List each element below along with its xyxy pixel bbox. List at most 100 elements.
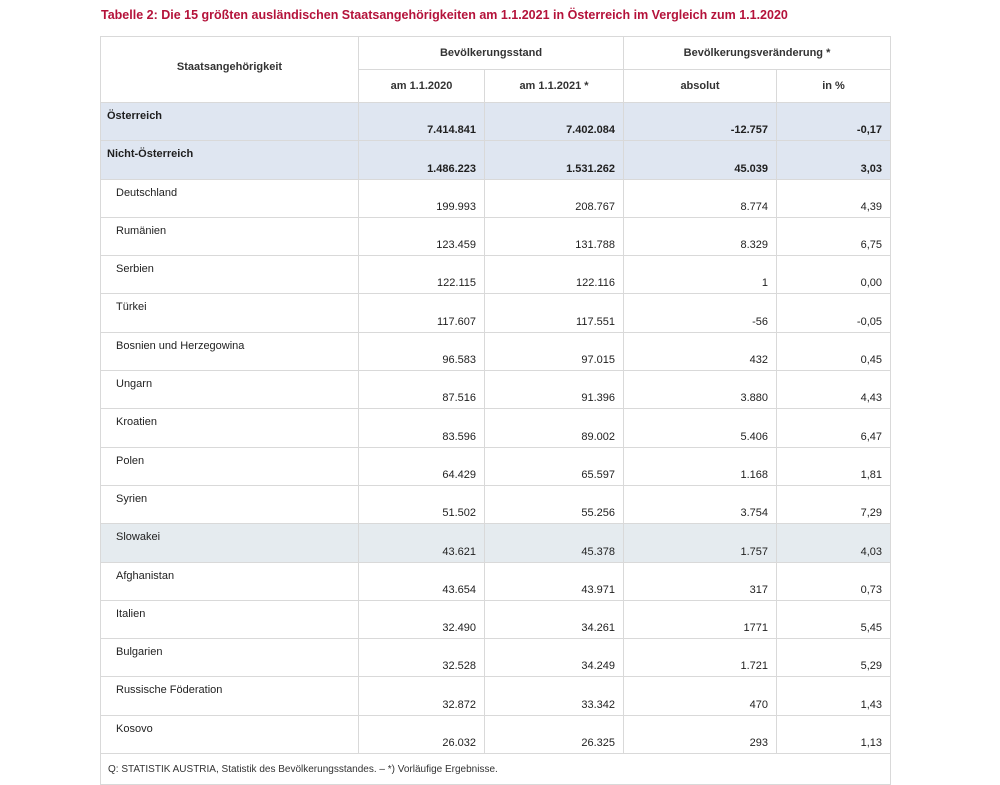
cell-percent: 6,75 xyxy=(776,216,891,257)
cell-absolute: 3.754 xyxy=(623,484,777,525)
cell-country: Serbien xyxy=(100,255,359,295)
cell-percent: 4,43 xyxy=(776,370,891,410)
cell-2021: 97.015 xyxy=(484,331,624,372)
cell-absolute: 1 xyxy=(623,255,777,295)
header-group-population: Bevölkerungsstand xyxy=(358,36,624,70)
table-row: Bulgarien 32.528 34.249 1.721 5,29 xyxy=(100,638,891,678)
table-row: Serbien 122.115 122.116 1 0,00 xyxy=(100,255,891,295)
cell-percent: 3,03 xyxy=(776,140,891,180)
cell-country: Syrien xyxy=(100,484,359,525)
cell-2020: 199.993 xyxy=(358,178,485,218)
source-note: Q: STATISTIK AUSTRIA, Statistik des Bevö… xyxy=(100,753,891,785)
cell-2020: 1.486.223 xyxy=(358,140,485,180)
cell-percent: 0,45 xyxy=(776,331,891,372)
table-row: Kosovo 26.032 26.325 293 1,13 xyxy=(100,714,891,755)
cell-absolute: 1.721 xyxy=(623,638,777,678)
cell-2021: 91.396 xyxy=(484,370,624,410)
cell-country: Rumänien xyxy=(100,216,359,257)
cell-country: Deutschland xyxy=(100,178,359,218)
cell-2021: 131.788 xyxy=(484,216,624,257)
cell-2020: 123.459 xyxy=(358,216,485,257)
cell-2020: 32.872 xyxy=(358,676,485,716)
cell-2021: 34.261 xyxy=(484,599,624,640)
cell-percent: 1,81 xyxy=(776,446,891,486)
cell-absolute: 3.880 xyxy=(623,370,777,410)
cell-2020: 96.583 xyxy=(358,331,485,372)
header-group-change: Bevölkerungsveränderung * xyxy=(623,36,891,70)
cell-2021: 45.378 xyxy=(484,523,624,563)
cell-percent: 5,45 xyxy=(776,599,891,640)
population-table-wrapper: Staatsangehörigkeit Bevölkerungsstand Be… xyxy=(100,36,891,785)
cell-country: Afghanistan xyxy=(100,561,359,601)
cell-2020: 43.654 xyxy=(358,561,485,601)
cell-2020: 26.032 xyxy=(358,714,485,755)
cell-2020: 87.516 xyxy=(358,370,485,410)
table-row: Syrien 51.502 55.256 3.754 7,29 xyxy=(100,484,891,525)
cell-percent: 5,29 xyxy=(776,638,891,678)
cell-absolute: 1771 xyxy=(623,599,777,640)
cell-percent: 7,29 xyxy=(776,484,891,525)
cell-2021: 117.551 xyxy=(484,293,624,333)
cell-country: Russische Föderation xyxy=(100,676,359,716)
header-absolute: absolut xyxy=(623,69,777,103)
cell-2021: 43.971 xyxy=(484,561,624,601)
cell-2021: 33.342 xyxy=(484,676,624,716)
table-row: Afghanistan 43.654 43.971 317 0,73 xyxy=(100,561,891,601)
cell-percent: -0,05 xyxy=(776,293,891,333)
table-row: Bosnien und Herzegowina 96.583 97.015 432 0,… xyxy=(100,331,891,372)
cell-2021: 34.249 xyxy=(484,638,624,678)
cell-absolute: 1.168 xyxy=(623,446,777,486)
cell-2021: 208.767 xyxy=(484,178,624,218)
table-header: Staatsangehörigkeit Bevölkerungsstand Be… xyxy=(100,36,891,103)
cell-absolute: 45.039 xyxy=(623,140,777,180)
cell-2020: 32.528 xyxy=(358,638,485,678)
cell-percent: 0,73 xyxy=(776,561,891,601)
cell-2020: 117.607 xyxy=(358,293,485,333)
header-2021: am 1.1.2021 * xyxy=(484,69,624,103)
cell-percent: 1,13 xyxy=(776,714,891,755)
cell-absolute: -12.757 xyxy=(623,101,777,142)
cell-absolute: 317 xyxy=(623,561,777,601)
cell-2020: 83.596 xyxy=(358,408,485,448)
cell-2021: 1.531.262 xyxy=(484,140,624,180)
table-row: Polen 64.429 65.597 1.168 1,81 xyxy=(100,446,891,486)
cell-2020: 7.414.841 xyxy=(358,101,485,142)
table-row: Kroatien 83.596 89.002 5.406 6,47 xyxy=(100,408,891,448)
cell-absolute: -56 xyxy=(623,293,777,333)
cell-2020: 51.502 xyxy=(358,484,485,525)
cell-absolute: 8.774 xyxy=(623,178,777,218)
cell-country: Kosovo xyxy=(100,714,359,755)
cell-percent: 0,00 xyxy=(776,255,891,295)
cell-country: Italien xyxy=(100,599,359,640)
cell-2020: 32.490 xyxy=(358,599,485,640)
table-row: Rumänien 123.459 131.788 8.329 6,75 xyxy=(100,216,891,257)
cell-percent: 4,39 xyxy=(776,178,891,218)
cell-percent: 4,03 xyxy=(776,523,891,563)
cell-2020: 122.115 xyxy=(358,255,485,295)
cell-percent: -0,17 xyxy=(776,101,891,142)
table-row: Deutschland 199.993 208.767 8.774 4,39 xyxy=(100,178,891,218)
cell-2021: 7.402.084 xyxy=(484,101,624,142)
cell-country: Slowakei xyxy=(100,523,359,563)
header-percent: in % xyxy=(776,69,891,103)
header-country: Staatsangehörigkeit xyxy=(100,36,359,103)
cell-country: Kroatien xyxy=(100,408,359,448)
table-row: Italien 32.490 34.261 1771 5,45 xyxy=(100,599,891,640)
table-row: Türkei 117.607 117.551 -56 -0,05 xyxy=(100,293,891,333)
cell-absolute: 1.757 xyxy=(623,523,777,563)
cell-2020: 43.621 xyxy=(358,523,485,563)
table-row: Slowakei 43.621 45.378 1.757 4,03 xyxy=(100,523,891,563)
table-row: Österreich 7.414.841 7.402.084 -12.757 -0,17 xyxy=(100,101,891,142)
cell-2021: 65.597 xyxy=(484,446,624,486)
table-row: Nicht-Österreich 1.486.223 1.531.262 45.039… xyxy=(100,140,891,180)
cell-country: Polen xyxy=(100,446,359,486)
cell-country: Österreich xyxy=(100,101,359,142)
cell-2021: 89.002 xyxy=(484,408,624,448)
cell-2021: 26.325 xyxy=(484,714,624,755)
cell-absolute: 5.406 xyxy=(623,408,777,448)
cell-percent: 6,47 xyxy=(776,408,891,448)
cell-absolute: 8.329 xyxy=(623,216,777,257)
cell-country: Türkei xyxy=(100,293,359,333)
cell-2020: 64.429 xyxy=(358,446,485,486)
table-row: Ungarn 87.516 91.396 3.880 4,43 xyxy=(100,370,891,410)
